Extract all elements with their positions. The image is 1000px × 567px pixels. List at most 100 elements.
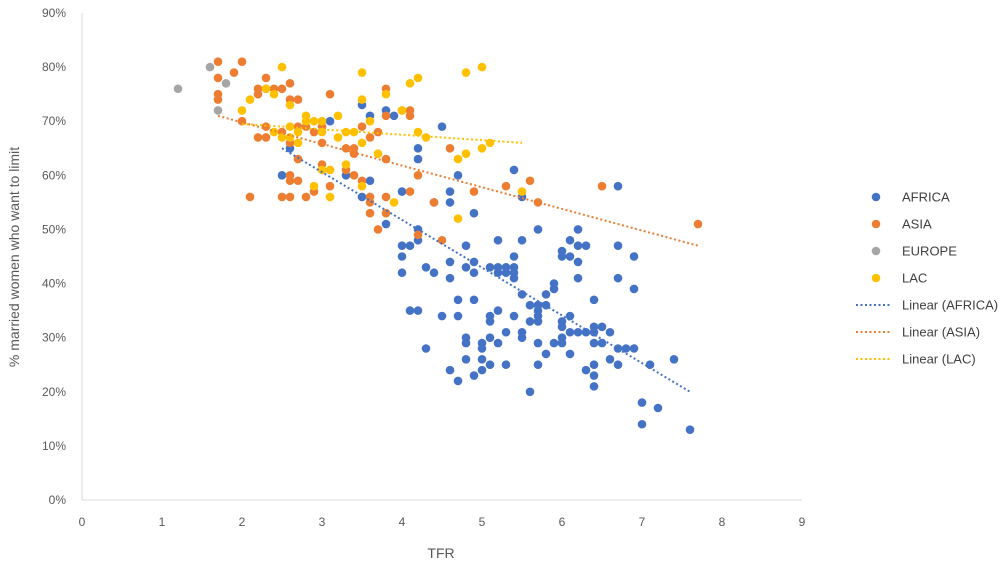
data-point-lac (269, 89, 279, 99)
data-point-africa (413, 143, 423, 153)
data-point-africa (613, 241, 623, 250)
data-point-africa (397, 187, 407, 196)
data-point-africa (509, 252, 519, 261)
data-point-africa (597, 322, 607, 332)
data-point-africa (541, 349, 551, 359)
data-point-africa (469, 371, 479, 380)
data-point-africa (685, 425, 695, 434)
data-point-africa (421, 263, 431, 272)
data-point-asia (261, 133, 271, 142)
data-point-africa (629, 252, 639, 261)
data-point-lac (477, 62, 487, 72)
data-point-lac (317, 165, 327, 175)
data-point-africa (509, 165, 519, 175)
data-point-africa (437, 311, 447, 321)
data-point-lac (485, 138, 495, 148)
x-tick-label: 1 (159, 515, 166, 529)
legend-marker-africa (871, 192, 881, 202)
data-point-africa (589, 327, 599, 337)
data-point-africa (461, 241, 471, 250)
data-point-africa (469, 295, 479, 305)
data-point-lac (285, 100, 295, 110)
data-point-africa (445, 198, 455, 207)
data-point-asia (373, 225, 383, 234)
data-point-africa (517, 235, 527, 245)
x-tick-label: 3 (319, 515, 326, 529)
data-point-africa (565, 311, 575, 321)
data-point-africa (413, 154, 423, 164)
data-point-lac (293, 127, 303, 137)
legend-label-linear-asia: Linear (ASIA) (902, 325, 980, 340)
legend-label-linear-africa: Linear (AFRICA) (902, 298, 998, 313)
data-point-africa (581, 365, 591, 375)
data-point-africa (549, 338, 559, 348)
legend-label-africa: AFRICA (902, 190, 950, 205)
data-point-asia (285, 176, 295, 186)
data-point-africa (573, 273, 583, 283)
data-point-africa (477, 344, 487, 353)
data-point-africa (493, 235, 503, 245)
data-point-africa (485, 360, 495, 370)
data-point-asia (293, 154, 303, 164)
data-point-africa (589, 338, 599, 348)
data-point-asia (285, 192, 295, 202)
y-tick-label: 50% (42, 222, 66, 236)
data-point-asia (309, 127, 319, 137)
data-point-asia (261, 73, 271, 83)
data-point-lac (461, 149, 471, 158)
data-point-asia (445, 143, 455, 153)
x-tick-label: 5 (479, 515, 486, 529)
data-point-africa (573, 327, 583, 337)
data-point-africa (589, 295, 599, 305)
data-point-lac (325, 165, 335, 175)
x-axis-ticks: 0 1 2 3 4 5 6 7 8 9 (79, 515, 806, 529)
data-point-africa (445, 273, 455, 283)
data-point-africa (485, 333, 495, 342)
data-point-africa (557, 322, 567, 332)
data-point-africa (557, 338, 567, 348)
data-point-asia (405, 187, 415, 196)
data-point-africa (573, 241, 583, 250)
data-point-africa (565, 252, 575, 261)
y-axis-ticks: 0% 10% 20% 30% 40% 50% 60% 70% 80% 90% (42, 6, 66, 507)
data-point-africa (637, 398, 647, 407)
data-point-africa (445, 187, 455, 196)
data-point-africa (397, 268, 407, 278)
data-point-asia (525, 176, 535, 186)
data-point-africa (637, 419, 647, 429)
y-tick-label: 30% (42, 331, 66, 345)
data-point-lac (333, 133, 343, 142)
data-point-asia (365, 133, 375, 142)
data-point-africa (485, 263, 495, 272)
trendlines (217, 114, 699, 393)
data-point-asia (413, 171, 423, 180)
x-tick-label: 6 (559, 515, 566, 529)
data-point-lac (357, 68, 367, 77)
y-tick-label: 90% (42, 6, 66, 20)
data-point-asia (429, 198, 439, 207)
trendline-linear-asia (217, 114, 699, 247)
data-point-lac (357, 95, 367, 104)
data-point-lac (413, 127, 423, 137)
y-tick-label: 60% (42, 168, 66, 182)
data-point-africa (405, 306, 415, 315)
data-point-africa (453, 376, 463, 386)
data-point-lac (421, 133, 431, 142)
data-point-africa (405, 241, 415, 250)
data-point-lac (357, 138, 367, 148)
data-point-africa (325, 116, 335, 126)
data-point-africa (469, 208, 479, 218)
x-tick-label: 9 (799, 515, 806, 529)
y-tick-label: 10% (42, 439, 66, 453)
data-points (173, 57, 703, 434)
data-point-africa (453, 311, 463, 321)
data-point-asia (373, 127, 383, 137)
data-point-africa (573, 257, 583, 267)
data-point-africa (477, 355, 487, 364)
data-point-asia (213, 57, 223, 66)
data-point-asia (301, 192, 311, 202)
data-point-asia (501, 181, 511, 191)
data-point-africa (461, 355, 471, 364)
data-point-asia (533, 198, 543, 207)
y-tick-label: 70% (42, 114, 66, 128)
